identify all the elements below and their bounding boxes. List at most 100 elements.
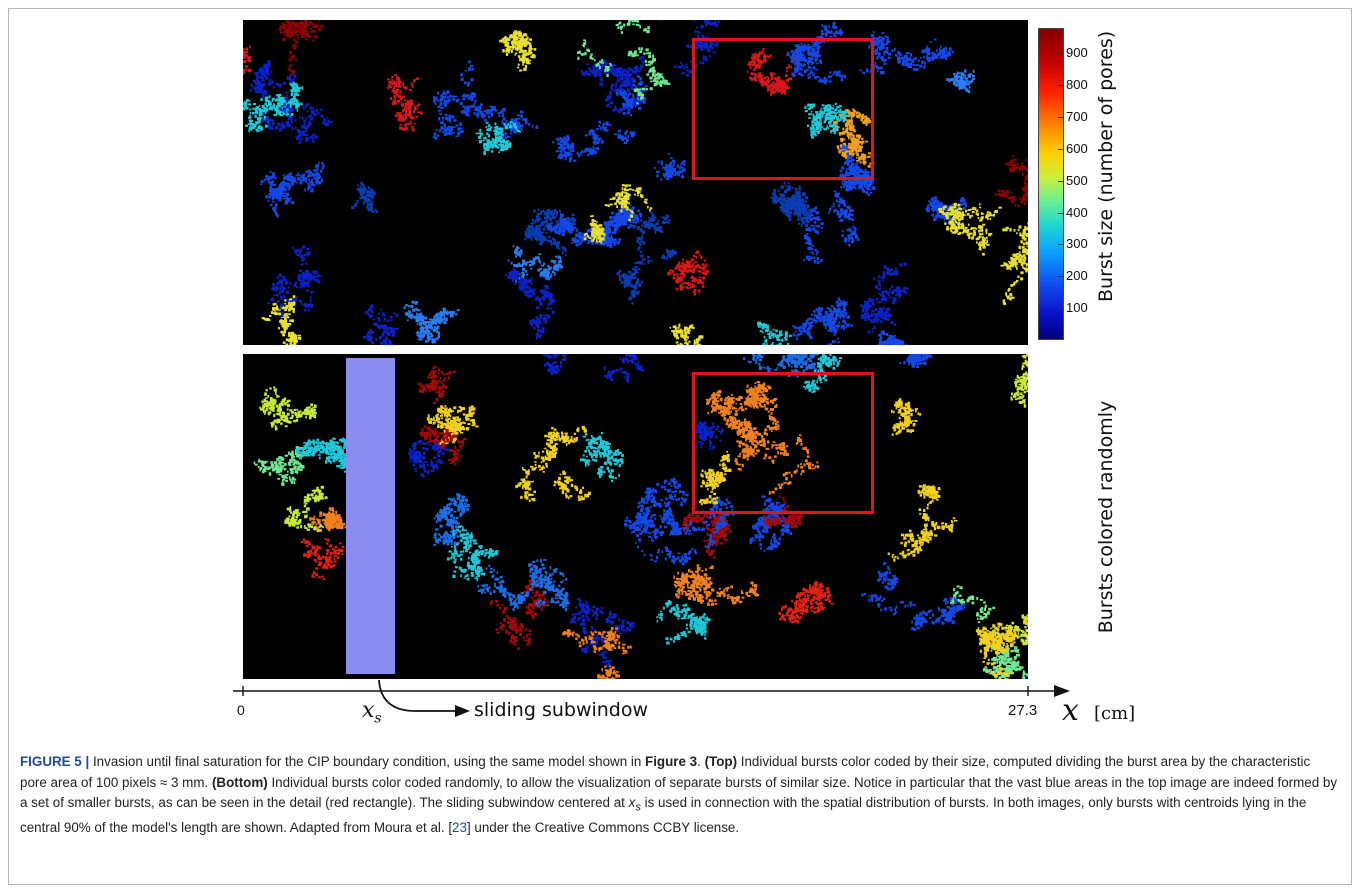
detail-rectangle-bottom xyxy=(692,372,874,514)
burst-cluster xyxy=(547,209,621,248)
burst-cluster xyxy=(446,525,499,582)
subwindow-var-sub: s xyxy=(374,710,382,727)
burst-cluster xyxy=(786,21,846,85)
burst-cluster xyxy=(583,184,653,244)
caption-xs-x: x xyxy=(628,795,636,811)
burst-cluster xyxy=(562,626,632,679)
burst-cluster xyxy=(1010,354,1028,408)
colorbar-tickmark xyxy=(1058,117,1064,119)
burst-cluster xyxy=(259,161,325,218)
subwindow-var-x: x xyxy=(362,698,375,723)
burst-cluster xyxy=(656,599,711,645)
colorbar-tickmark xyxy=(1058,85,1064,87)
axis-var-label: x xyxy=(1062,693,1079,728)
burst-cluster xyxy=(250,60,333,144)
burst-cluster xyxy=(803,190,860,265)
burst-cluster xyxy=(419,425,467,466)
burst-cluster xyxy=(579,431,624,482)
colorbar-tickmark xyxy=(1058,53,1064,55)
colorbar-tickmark xyxy=(1058,276,1064,278)
burst-cluster xyxy=(667,250,709,296)
colorbar-tick-label: 200 xyxy=(1066,268,1088,284)
burst-cluster xyxy=(309,507,348,533)
caption-figure-label: FIGURE 5 | xyxy=(20,754,90,769)
burst-cluster xyxy=(403,300,460,344)
burst-cluster xyxy=(938,202,1002,256)
caption-text-5: is used in connection with the spatial d… xyxy=(20,795,1307,836)
colorbar-tick-label: 300 xyxy=(1066,236,1088,252)
colorbar-tick-label: 600 xyxy=(1066,140,1088,156)
subwindow-pointer-curve xyxy=(378,679,456,712)
burst-cluster xyxy=(253,446,306,486)
burst-cluster xyxy=(946,69,975,94)
burst-cluster xyxy=(475,121,521,155)
caption-reference-link[interactable]: 23 xyxy=(452,820,467,836)
burst-cluster xyxy=(505,267,555,340)
sliding-subwindow-bar xyxy=(346,358,395,674)
burst-cluster xyxy=(673,564,760,606)
burst-size-clusters xyxy=(243,20,1028,345)
caption-xs: xs xyxy=(628,795,641,814)
burst-cluster xyxy=(763,495,803,529)
burst-cluster xyxy=(605,56,645,114)
burst-cluster xyxy=(602,193,643,235)
burst-cluster xyxy=(804,102,850,139)
burst-cluster xyxy=(515,425,591,503)
caption-bottom-label: (Bottom) xyxy=(211,774,268,790)
burst-cluster xyxy=(433,493,470,546)
burst-cluster xyxy=(653,152,686,181)
burst-cluster xyxy=(860,262,909,334)
burst-cluster xyxy=(261,295,302,345)
burst-cluster xyxy=(243,81,304,133)
subwindow-pointer-arrowhead xyxy=(455,705,470,717)
burst-cluster xyxy=(649,496,738,566)
burst-cluster xyxy=(669,323,715,345)
burst-cluster xyxy=(746,48,803,96)
burst-cluster xyxy=(577,20,671,105)
burst-cluster xyxy=(417,366,456,405)
burst-cluster xyxy=(694,421,724,450)
burst-cluster xyxy=(899,354,933,369)
burst-cluster xyxy=(362,304,399,345)
x-axis-arrowhead xyxy=(1054,685,1070,697)
burst-cluster xyxy=(489,574,549,650)
burst-cluster xyxy=(278,20,324,77)
colorbar-tickmark xyxy=(1058,180,1064,182)
colorbar-tick-label: 700 xyxy=(1066,109,1088,125)
burst-cluster xyxy=(994,155,1028,207)
burst-cluster xyxy=(267,245,322,318)
burst-cluster xyxy=(859,31,954,75)
colorbar-tick-label: 400 xyxy=(1066,204,1088,220)
burst-cluster xyxy=(351,182,378,214)
burst-cluster xyxy=(699,450,732,506)
colorbar-tickmark xyxy=(1058,244,1064,246)
subwindow-label: sliding subwindow xyxy=(474,699,649,721)
burst-cluster xyxy=(259,386,317,431)
colorbar-tick-label: 100 xyxy=(1066,300,1088,316)
burst-cluster xyxy=(887,484,958,562)
caption-text-2: . xyxy=(697,754,705,769)
burst-cluster xyxy=(499,30,537,72)
axis-unit-label: [cm] xyxy=(1094,703,1136,724)
burst-cluster xyxy=(624,477,689,556)
burst-cluster xyxy=(861,562,966,631)
burst-cluster xyxy=(543,354,568,376)
colorbar-tick-label: 800 xyxy=(1066,77,1088,93)
axis-end-label: 27.3 xyxy=(1008,702,1038,719)
colorbar-tickmark xyxy=(1058,212,1064,214)
colorbar-tick-label: 900 xyxy=(1066,45,1088,61)
burst-cluster xyxy=(891,398,922,436)
burst-cluster xyxy=(603,354,644,383)
colorbar-tickmark xyxy=(1058,148,1064,150)
burst-cluster xyxy=(802,354,843,394)
burst-cluster xyxy=(243,45,252,81)
figure-caption: FIGURE 5 | Invasion until final saturati… xyxy=(20,752,1340,839)
colorbar xyxy=(1038,28,1064,340)
detail-rectangle-top xyxy=(692,38,874,180)
burst-size-image xyxy=(243,20,1028,345)
caption-text-1: Invasion until final saturation for the … xyxy=(89,754,646,769)
burst-cluster xyxy=(300,538,345,580)
burst-cluster xyxy=(477,559,570,612)
axis-start-label: 0 xyxy=(237,702,245,718)
